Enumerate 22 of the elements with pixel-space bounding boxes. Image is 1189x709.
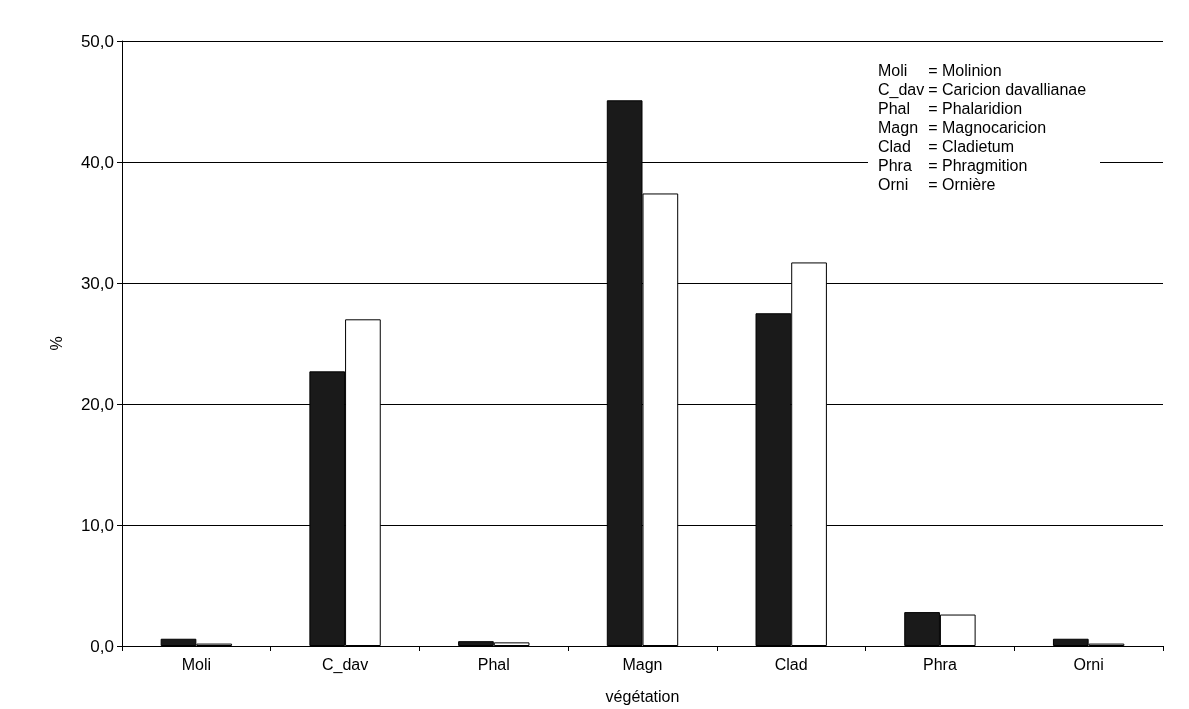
x-tick-label: Magn — [622, 655, 663, 673]
annotation: C_dav = Caricion davallianae — [878, 80, 1088, 99]
x-tick-label: Moli — [181, 655, 212, 673]
x-tick-label: Orni — [1073, 655, 1104, 673]
y-tick-label: 10,0 — [80, 515, 114, 535]
x-axis-title: végétation — [605, 687, 680, 705]
annotation: Phra = Phragmition — [878, 156, 1029, 175]
y-tick-label: 30,0 — [80, 273, 114, 293]
x-tick-label: Phra — [923, 655, 957, 673]
y-tick-label: 40,0 — [80, 152, 114, 172]
text: Orni = Ornière — [878, 176, 996, 193]
y-tick-label: 50,0 — [80, 31, 114, 51]
y-tick-label: 0,0 — [90, 636, 114, 656]
annotation: Clad = Cladietum — [878, 137, 1016, 156]
y-axis-title: % — [47, 336, 65, 351]
x-tick-label: Phal — [477, 655, 510, 673]
y-tick-label: 20,0 — [80, 394, 114, 414]
annotation: Magn = Magnocaricion — [878, 118, 1048, 137]
x-tick-label: Clad — [774, 655, 808, 673]
annotation: Phal = Phalaridion — [878, 99, 1024, 118]
text: Moli = Molinion — [878, 62, 1002, 79]
x-tick-label: C_dav — [321, 655, 369, 674]
